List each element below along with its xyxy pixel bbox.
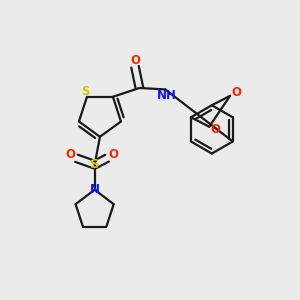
Text: O: O — [211, 123, 221, 136]
Text: NH: NH — [157, 89, 177, 102]
Text: O: O — [130, 54, 140, 67]
Text: O: O — [109, 148, 118, 161]
Text: S: S — [81, 85, 90, 98]
Text: N: N — [90, 183, 100, 196]
Text: O: O — [65, 148, 75, 161]
Text: S: S — [90, 158, 100, 171]
Text: O: O — [232, 86, 242, 99]
